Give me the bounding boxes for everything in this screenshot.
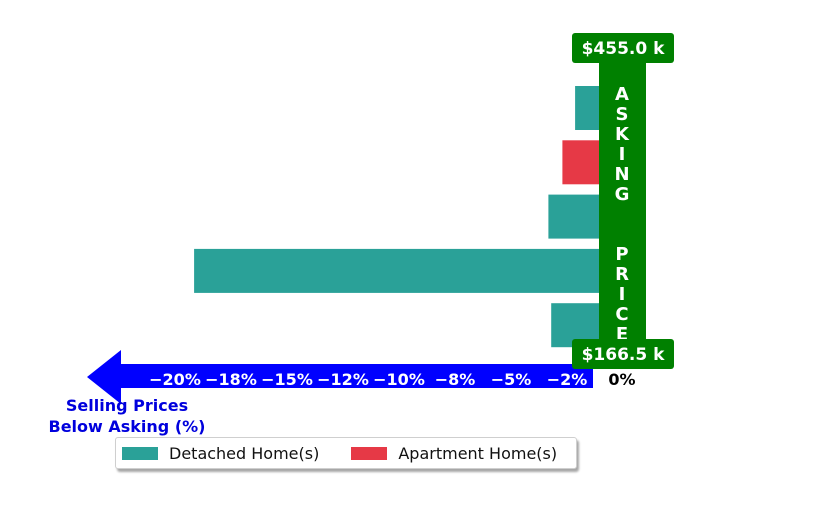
price-bottom-label: $166.5 k	[582, 345, 666, 365]
x-tick-label: −12%	[317, 370, 369, 389]
price-bottom-badge: $166.5 k	[572, 339, 674, 369]
axis-arrow-shape	[87, 350, 593, 404]
x-axis-arrow	[87, 350, 593, 404]
x-tick-label: −10%	[373, 370, 425, 389]
legend-swatch-detached	[122, 446, 158, 460]
zero-tick-label: 0%	[608, 370, 635, 389]
asking-price-letter: I	[619, 284, 626, 305]
legend-label-detached: Detached Home(s)	[169, 443, 320, 463]
bar-4	[194, 248, 599, 293]
x-tick-label: −20%	[149, 370, 201, 389]
asking-price-letter: R	[615, 264, 629, 285]
asking-price-letter: S	[616, 104, 629, 125]
asking-price-letter: I	[619, 144, 626, 165]
x-tick-label: −15%	[261, 370, 313, 389]
bar-3	[548, 194, 599, 239]
axis-label-line-2: Below Asking (%)	[49, 417, 206, 436]
x-tick-label: −2%	[547, 370, 588, 389]
bars-group	[194, 86, 599, 348]
x-tick-labels: −20% −18% −15% −12% −10% −8% −5% −2%	[149, 370, 587, 389]
x-tick-label: −18%	[205, 370, 257, 389]
asking-price-letter: A	[615, 84, 629, 105]
axis-label-line-1: Selling Prices	[66, 396, 188, 415]
asking-price-letter: K	[615, 124, 630, 145]
asking-price-letter: G	[615, 184, 630, 205]
legend-label-apartment: Apartment Home(s)	[398, 443, 558, 463]
x-tick-label: −5%	[491, 370, 532, 389]
legend: Detached Home(s) Apartment Home(s)	[115, 437, 577, 469]
price-top-badge: $455.0 k	[572, 33, 674, 63]
legend-item-detached: Detached Home(s)	[122, 444, 319, 463]
asking-price-band	[599, 60, 646, 360]
x-tick-label: −8%	[435, 370, 476, 389]
asking-price-letter: N	[614, 164, 629, 185]
bar-2	[562, 140, 599, 185]
price-bottom-box	[572, 339, 674, 369]
price-top-box	[572, 33, 674, 63]
price-top-label: $455.0 k	[582, 39, 666, 59]
bar-1	[575, 86, 599, 130]
asking-price-letter: P	[615, 244, 628, 265]
asking-price-letter: C	[615, 304, 628, 325]
legend-swatch-apartment	[351, 446, 388, 460]
legend-item-apartment: Apartment Home(s)	[351, 444, 557, 463]
